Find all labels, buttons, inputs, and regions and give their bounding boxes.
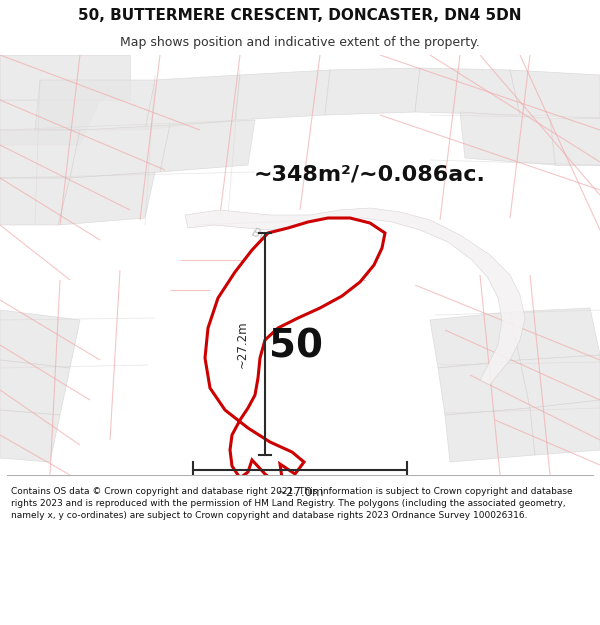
Polygon shape [0, 100, 100, 145]
Polygon shape [235, 70, 330, 120]
Text: 50, BUTTERMERE CRESCENT, DONCASTER, DN4 5DN: 50, BUTTERMERE CRESCENT, DONCASTER, DN4 … [78, 8, 522, 23]
Polygon shape [325, 68, 420, 115]
Polygon shape [430, 312, 520, 368]
Polygon shape [0, 130, 80, 178]
Polygon shape [0, 410, 60, 462]
Polygon shape [510, 70, 600, 118]
Polygon shape [35, 80, 155, 130]
Polygon shape [510, 308, 600, 360]
Polygon shape [160, 120, 255, 172]
Polygon shape [205, 218, 385, 486]
Polygon shape [58, 172, 155, 225]
Polygon shape [445, 408, 535, 462]
Polygon shape [0, 310, 80, 368]
Text: ~27.2m: ~27.2m [236, 320, 249, 368]
Polygon shape [415, 68, 520, 115]
Polygon shape [550, 118, 600, 165]
Polygon shape [0, 55, 130, 100]
Polygon shape [0, 178, 70, 225]
Text: 50: 50 [269, 328, 323, 366]
Polygon shape [438, 360, 530, 415]
Text: Buttermere Crescent: Buttermere Crescent [250, 226, 370, 284]
Text: ~348m²/~0.086ac.: ~348m²/~0.086ac. [254, 165, 486, 185]
Text: Contains OS data © Crown copyright and database right 2021. This information is : Contains OS data © Crown copyright and d… [11, 487, 572, 520]
Polygon shape [0, 360, 70, 415]
Polygon shape [530, 400, 600, 455]
Text: ~27.0m: ~27.0m [276, 486, 324, 499]
Polygon shape [185, 208, 525, 385]
Polygon shape [520, 355, 600, 408]
Polygon shape [70, 125, 170, 178]
Polygon shape [460, 112, 555, 165]
Polygon shape [145, 75, 240, 130]
Text: Map shows position and indicative extent of the property.: Map shows position and indicative extent… [120, 36, 480, 49]
